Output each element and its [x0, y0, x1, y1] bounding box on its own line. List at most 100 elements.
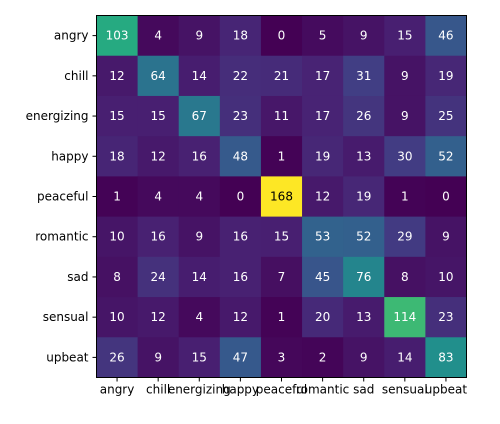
cell-value-label: 20 — [315, 310, 330, 324]
cell-value-label: 114 — [393, 310, 416, 324]
cell-value-label: 83 — [438, 350, 453, 364]
cell-value-label: 0 — [442, 190, 450, 204]
heatmap-cell — [302, 15, 344, 57]
heatmap-cell — [137, 15, 180, 57]
heatmap-cell — [260, 256, 303, 298]
x-tick-label: energizing — [168, 383, 231, 397]
cell-value-label: 14 — [192, 270, 207, 284]
y-tick-label: angry — [54, 29, 89, 43]
cell-value-label: 103 — [106, 29, 129, 43]
cell-value-label: 3 — [278, 350, 286, 364]
heatmap-cell — [425, 55, 467, 97]
heatmap-cell — [96, 256, 139, 298]
x-tick-label: chill — [146, 383, 170, 397]
cell-value-label: 10 — [109, 230, 124, 244]
heatmap-cell — [384, 297, 426, 338]
heatmap-cell — [384, 55, 426, 97]
heatmap-cell — [425, 95, 467, 137]
heatmap-cell — [302, 337, 344, 378]
heatmap-cell — [260, 95, 303, 137]
heatmap-cell — [137, 337, 180, 378]
y-axis: angry chill energizing happy peaceful romanti… — [26, 29, 97, 364]
cell-value-label: 16 — [233, 270, 248, 284]
heatmap-cell — [343, 337, 385, 378]
x-tick-label: upbeat — [425, 383, 468, 397]
heatmap-cell — [425, 256, 467, 298]
x-tick-label: happy — [222, 383, 259, 397]
heatmap-cell — [260, 55, 303, 97]
heatmap-cell — [96, 95, 139, 137]
heatmap-cell — [425, 15, 467, 57]
cell-value-label: 2 — [319, 350, 327, 364]
heatmap-cell — [178, 95, 221, 137]
cell-value-label: 18 — [233, 29, 248, 43]
heatmap-cell — [302, 95, 344, 137]
heatmap-cell — [302, 176, 344, 218]
cell-value-label: 25 — [438, 109, 453, 123]
cell-value-label: 26 — [109, 350, 124, 364]
cell-value-label: 9 — [442, 230, 450, 244]
cell-value-label: 11 — [274, 109, 289, 123]
heatmap-cell — [178, 15, 221, 57]
cell-value-label: 23 — [233, 109, 248, 123]
heatmap-cell — [384, 216, 426, 258]
heatmap-cell — [137, 95, 180, 137]
heatmap-cell — [260, 297, 303, 338]
heatmap-cell — [425, 136, 467, 177]
heatmap-cell — [137, 216, 180, 258]
cell-value-label: 52 — [438, 149, 453, 163]
cell-value-label: 4 — [154, 190, 162, 204]
cell-value-label: 16 — [151, 230, 166, 244]
heatmap-cell — [384, 337, 426, 378]
heatmap-cell — [384, 15, 426, 57]
heatmap-cell — [425, 176, 467, 218]
cell-value-label: 12 — [151, 310, 166, 324]
cell-value-label: 22 — [233, 69, 248, 83]
heatmap-cell — [384, 176, 426, 218]
heatmap-cell — [219, 15, 262, 57]
y-tick-label: romantic — [35, 230, 88, 244]
heatmap-cell — [384, 95, 426, 137]
x-tick-label: peaceful — [256, 383, 308, 397]
heatmap-cell — [137, 176, 180, 218]
y-tick-label: upbeat — [46, 350, 89, 364]
cell-value-label: 12 — [151, 149, 166, 163]
cell-value-label: 12 — [233, 310, 248, 324]
cell-value-label: 10 — [109, 310, 124, 324]
heatmap-cell — [343, 297, 385, 338]
cell-value-label: 9 — [360, 29, 368, 43]
y-tick-label: energizing — [26, 109, 89, 123]
cell-value-label: 4 — [154, 29, 162, 43]
heatmap-cell — [219, 95, 262, 137]
cell-value-label: 16 — [192, 149, 207, 163]
heatmap-cell — [302, 256, 344, 298]
cell-value-label: 45 — [315, 270, 330, 284]
cell-value-label: 18 — [109, 149, 124, 163]
y-tick-label: chill — [64, 69, 88, 83]
cell-value-label: 9 — [195, 230, 203, 244]
cell-value-label: 30 — [397, 149, 412, 163]
heatmap-cell — [260, 337, 303, 378]
cell-value-label: 9 — [154, 350, 162, 364]
heatmap-cell — [137, 256, 180, 298]
cell-value-label: 17 — [315, 109, 330, 123]
heatmap-cell — [343, 55, 385, 97]
heatmap-cell — [384, 136, 426, 177]
cell-value-label: 0 — [237, 190, 245, 204]
x-tick-label: angry — [100, 383, 135, 397]
cell-value-label: 17 — [315, 69, 330, 83]
cell-value-label: 168 — [270, 190, 293, 204]
cell-value-label: 24 — [151, 270, 166, 284]
heatmap-cell — [302, 55, 344, 97]
heatmap-cell — [425, 337, 467, 378]
heatmap-cell — [96, 136, 139, 177]
y-tick-label: sad — [67, 270, 88, 284]
cell-value-label: 13 — [356, 149, 371, 163]
heatmap-cell — [178, 297, 221, 338]
y-tick-label: happy — [51, 149, 88, 163]
heatmap-cell — [425, 216, 467, 258]
heatmap-cells — [96, 15, 467, 378]
heatmap-cell — [219, 256, 262, 298]
